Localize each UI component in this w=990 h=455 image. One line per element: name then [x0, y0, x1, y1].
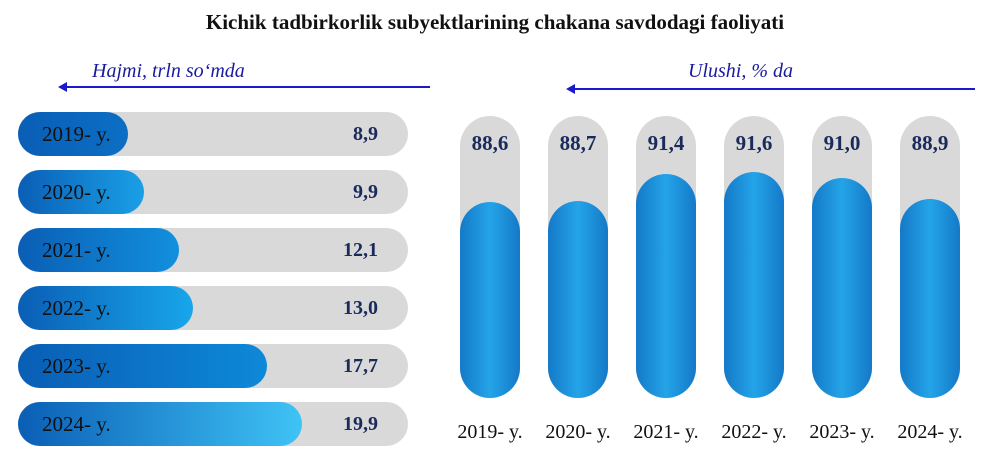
vbar-category-label: 2021- y. — [633, 421, 698, 443]
hbar — [18, 170, 144, 214]
hbar — [18, 344, 268, 388]
left-subtitle: Hajmi, trln so‘mda — [92, 60, 245, 82]
vbar-value-label: 91,6 — [736, 131, 773, 155]
hbar-value-label: 17,7 — [343, 355, 378, 377]
hbar-value-label: 9,9 — [353, 181, 378, 203]
vertical-bar-chart: 88,6 2019- y. 88,7 2020- y. 91,4 2021- y. 91,6… — [457, 116, 963, 443]
hbar-category-label: 2021- y. — [42, 238, 111, 262]
vbar — [900, 199, 960, 398]
right-arrow — [566, 84, 975, 94]
hbar-category-label: 2024- y. — [42, 412, 111, 436]
vbar-category-label: 2019- y. — [457, 421, 522, 443]
hbar-value-label: 19,9 — [343, 413, 378, 435]
vbar — [812, 178, 872, 398]
hbar-value-label: 12,1 — [343, 239, 378, 261]
hbar-value-label: 8,9 — [353, 123, 378, 145]
vbar-category-label: 2024- y. — [897, 421, 962, 443]
vbar — [460, 202, 520, 398]
hbar-category-label: 2020- y. — [42, 180, 111, 204]
vbar-category-label: 2023- y. — [809, 421, 874, 443]
hbar — [18, 112, 128, 156]
vbar-value-label: 88,7 — [560, 131, 597, 155]
hbar-row: 2022- y. 13,0 — [18, 286, 408, 330]
hbar-category-label: 2019- y. — [42, 122, 111, 146]
hbar-category-label: 2022- y. — [42, 296, 111, 320]
vbar — [548, 201, 608, 398]
right-subtitle: Ulushi, % da — [688, 60, 793, 82]
chart-title: Kichik tadbirkorlik subyektlarining chak… — [205, 10, 785, 34]
vbar-category-label: 2020- y. — [545, 421, 610, 443]
hbar — [18, 228, 179, 272]
hbar-row: 2024- y. 19,9 — [18, 402, 408, 446]
vbar-category-label: 2022- y. — [721, 421, 786, 443]
hbar-row: 2019- y. 8,9 — [18, 112, 408, 156]
vbar — [724, 172, 784, 398]
hbar — [18, 286, 193, 330]
left-arrow — [58, 82, 430, 92]
vbar — [636, 174, 696, 398]
vbar-value-label: 88,6 — [472, 131, 509, 155]
hbar — [18, 402, 302, 446]
hbar-category-label: 2023- y. — [42, 354, 111, 378]
vbar-value-label: 91,4 — [648, 131, 685, 155]
hbar-value-label: 13,0 — [343, 297, 378, 319]
vbar-value-label: 88,9 — [912, 131, 949, 155]
vbar-value-label: 91,0 — [824, 131, 861, 155]
hbar-row: 2023- y. 17,7 — [18, 344, 408, 388]
hbar-row: 2020- y. 9,9 — [18, 170, 408, 214]
hbar-row: 2021- y. 12,1 — [18, 228, 408, 272]
